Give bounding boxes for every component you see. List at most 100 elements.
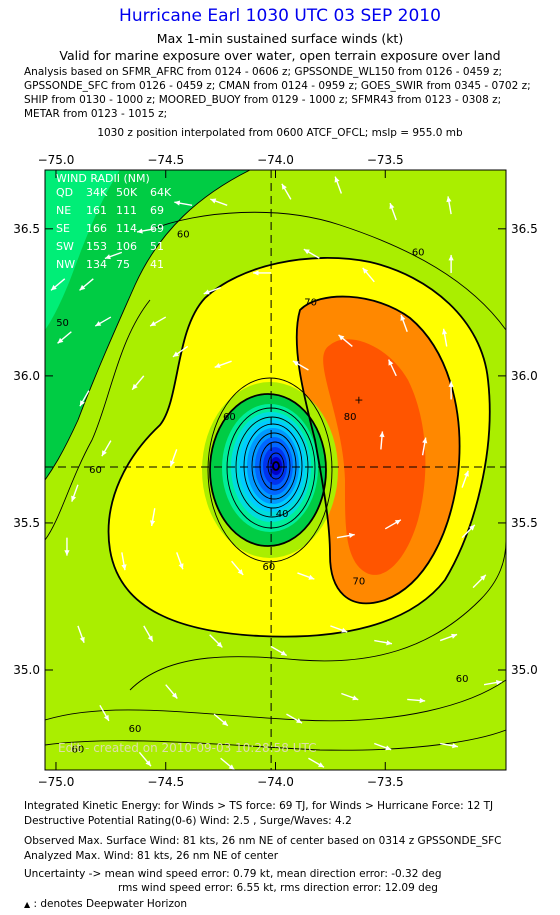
wind-arrow — [165, 684, 178, 699]
wind-arrow — [303, 248, 320, 259]
contour-label: 60 — [412, 247, 425, 258]
wind-arrow — [231, 560, 244, 576]
wind-arrow — [77, 625, 85, 644]
wind-arrow — [448, 381, 454, 400]
contour-label: 60 — [456, 674, 469, 685]
wind-arrow — [336, 532, 355, 539]
y-tick-label-left: 36.0 — [13, 369, 40, 383]
wind-field-map: 60 60 50 70 80 60 60 40 60 70 60 60 60 + WIND RADII … — [45, 170, 506, 770]
wind-radii-cell: 69 — [150, 222, 164, 235]
exposure-note: Valid for marine exposure over water, op… — [59, 48, 501, 63]
position-note: 1030 z position interpolated from 0600 A… — [97, 127, 463, 139]
y-tick-label-left: 35.5 — [13, 516, 40, 530]
wind-arrow — [292, 360, 309, 371]
wind-radii-cell: 161 — [86, 204, 107, 217]
wind-arrow — [374, 742, 392, 751]
wind-radii-cell: 69 — [150, 204, 164, 217]
y-tick-label-right: 35.0 — [511, 663, 538, 677]
wind-arrow — [220, 757, 235, 770]
wind-arrow — [101, 440, 112, 457]
wind-arrow — [483, 679, 502, 686]
wind-arrow — [99, 704, 110, 722]
x-tick-label-bottom: −74.0 — [257, 775, 294, 789]
wind-field-chart: 60 60 50 70 80 60 60 40 60 70 60 60 60 + WIND RADII … — [13, 153, 538, 789]
contour-labels: 60 60 50 70 80 60 60 40 60 70 60 60 60 — [56, 230, 468, 756]
wind-arrow — [174, 200, 193, 206]
contour-lines-bold — [107, 257, 491, 638]
wind-arrow — [270, 645, 288, 657]
wind-arrow — [389, 202, 397, 221]
chart-subtitle: Max 1-min sustained surface winds (kt) — [156, 31, 404, 46]
legend-text: : denotes Deepwater Horizon — [33, 898, 188, 910]
source-line: GPSSONDE_SFC from 0126 - 0459 z; CMAN fr… — [24, 80, 531, 92]
wind-arrow — [286, 713, 303, 724]
x-tick-label-top: −73.5 — [367, 153, 404, 167]
wind-radii-title: WIND RADII (NM) — [56, 172, 150, 185]
wind-radii-cell: 134 — [86, 258, 107, 271]
wind-arrow — [446, 196, 452, 215]
credit-text: Edit - created on 2010-09-03 10:28:58 UT… — [58, 741, 317, 755]
wind-radii-cell: 75 — [116, 258, 130, 271]
wind-arrow — [448, 254, 454, 273]
wind-arrow — [64, 537, 70, 556]
wind-arrow — [421, 437, 428, 456]
x-tick-label-top: −75.0 — [38, 153, 75, 167]
y-tick-label-left: 36.5 — [13, 222, 40, 236]
wind-arrow — [330, 625, 348, 633]
wind-arrow — [253, 270, 272, 276]
wind-arrow — [214, 360, 232, 368]
x-tick-label-bottom: −74.5 — [147, 775, 184, 789]
wind-arrow — [121, 552, 127, 571]
wind-arrow — [461, 470, 469, 488]
wind-arrow — [441, 328, 448, 347]
y-tick-label-right: 35.5 — [511, 516, 538, 530]
wind-arrow — [138, 751, 152, 767]
wind-arrow — [407, 697, 426, 704]
wind-arrow — [203, 286, 221, 295]
x-tick-label-bottom: −75.0 — [38, 775, 75, 789]
wind-arrow — [79, 390, 90, 407]
wind-arrow — [461, 524, 476, 539]
x-tick-label-top: −74.5 — [147, 153, 184, 167]
wind-arrow — [169, 449, 178, 467]
wind-arrows — [50, 176, 502, 770]
wind-arrow — [143, 625, 154, 642]
chart-title: Hurricane Earl 1030 UTC 03 SEP 2010 — [119, 6, 441, 26]
source-line: Analysis based on SFMR_AFRC from 0124 - … — [24, 66, 502, 78]
wind-radii-cell: 41 — [150, 258, 164, 271]
wind-radii-table: WIND RADII (NM) QD 34K 50K 64K NE 161 111 69 SE 1… — [56, 172, 172, 271]
wind-radii-cell: 166 — [86, 222, 107, 235]
wind-arrow — [172, 345, 189, 358]
wind-radii-header: 64K — [150, 186, 172, 199]
contour-label: 60 — [223, 412, 236, 423]
wind-arrow — [79, 278, 94, 291]
wind-arrow — [209, 634, 223, 648]
legend-line: ▲ : denotes Deepwater Horizon — [24, 898, 187, 910]
source-line: METAR from 0123 - 1015 z; — [24, 108, 168, 120]
wind-arrow — [400, 314, 408, 333]
wind-arrow — [440, 742, 458, 749]
wind-arrow — [176, 552, 184, 570]
wind-arrow — [57, 331, 72, 344]
wind-arrow — [104, 251, 123, 260]
y-tick-label-right: 36.0 — [511, 369, 538, 383]
deepwater-horizon-icon: ▲ — [24, 900, 31, 909]
wind-arrow — [338, 334, 353, 348]
wind-arrow — [334, 176, 343, 194]
wind-arrow — [149, 316, 167, 327]
wind-radii-header: 50K — [116, 186, 138, 199]
wind-arrow — [136, 228, 155, 234]
uncertainty-text: Uncertainty -> mean wind speed error: 0.… — [24, 868, 442, 880]
source-line: SHIP from 0130 - 1000 z; MOORED_BUOY fro… — [24, 94, 502, 106]
wind-arrow — [387, 359, 397, 377]
contour-label: 60 — [72, 744, 85, 755]
contour-label: 50 — [56, 318, 69, 329]
contour-label: 70 — [353, 577, 366, 588]
wind-radii-header: 34K — [86, 186, 108, 199]
wind-radii-cell: SW — [56, 240, 74, 253]
wind-arrow — [210, 198, 228, 206]
wind-radii-cell: NE — [56, 204, 71, 217]
wind-arrow — [131, 375, 145, 391]
y-tick-label-right: 36.5 — [511, 222, 538, 236]
wind-arrow — [297, 572, 315, 580]
